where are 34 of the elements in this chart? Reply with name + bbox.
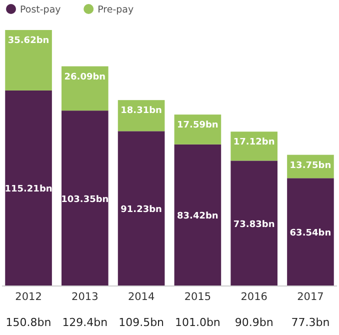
data-label: 91.23bn — [120, 205, 162, 216]
data-label: 17.59bn — [177, 120, 218, 131]
data-label: 73.83bn — [233, 220, 275, 230]
bar — [174, 144, 222, 286]
bar — [287, 178, 334, 286]
x-tick-label: 2014 — [128, 291, 155, 303]
x-tick-label: 2015 — [184, 291, 212, 303]
total-label: 129.4bn — [62, 316, 108, 329]
total-label: 101.0bn — [174, 316, 220, 329]
bar — [5, 90, 52, 286]
bar — [62, 110, 108, 286]
x-tick-label: 2017 — [297, 291, 324, 303]
bar — [118, 131, 165, 286]
total-label: 77.3bn — [291, 316, 330, 329]
legend-label: Pre-pay — [98, 4, 134, 16]
total-label: 150.8bn — [6, 316, 52, 329]
data-label: 26.09bn — [64, 72, 106, 82]
data-label: 63.54bn — [290, 228, 332, 239]
data-label: 115.21bn — [4, 184, 52, 195]
data-label: 13.75bn — [290, 160, 332, 171]
x-tick-label: 2013 — [72, 291, 98, 303]
bar — [62, 66, 108, 111]
data-label: 35.62bn — [8, 36, 50, 46]
data-label: 18.31bn — [120, 106, 162, 116]
legend-label: Post-pay — [20, 4, 62, 16]
bar — [230, 160, 278, 286]
bar — [5, 30, 52, 90]
data-label: 17.12bn — [233, 138, 275, 148]
total-label: 109.5bn — [118, 316, 164, 329]
x-tick-label: 2012 — [15, 291, 42, 303]
data-label: 103.35bn — [61, 194, 109, 205]
total-label: 90.9bn — [234, 316, 274, 329]
x-tick-label: 2016 — [240, 291, 268, 303]
data-label: 83.42bn — [177, 212, 218, 222]
